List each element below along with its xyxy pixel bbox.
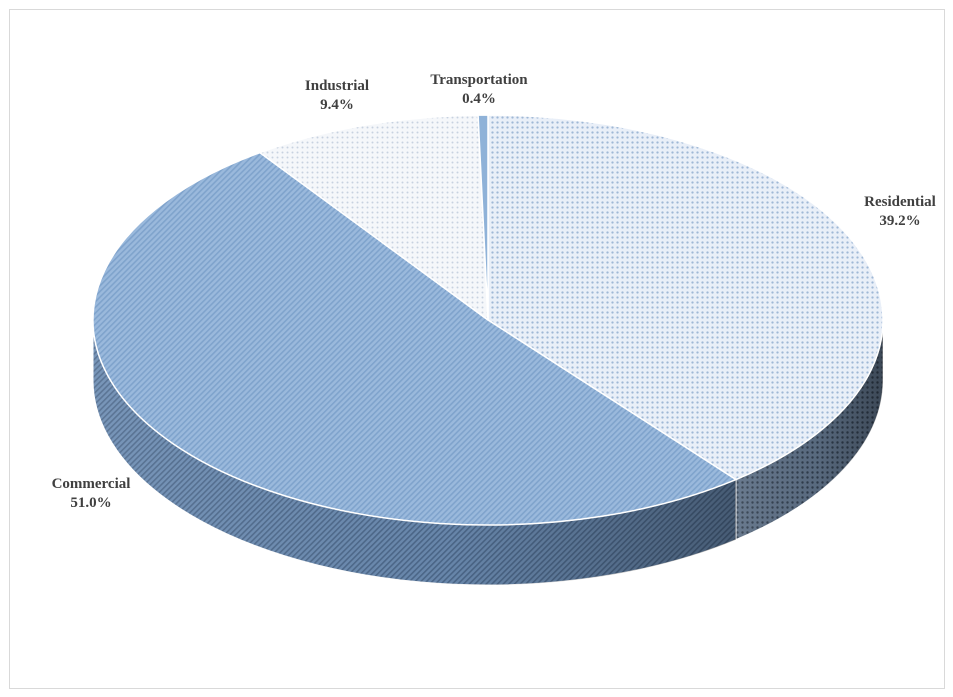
data-label-transportation-value: 0.4% — [462, 91, 496, 107]
data-label-commercial-value: 51.0% — [70, 495, 111, 511]
pie-side-shade-commercial — [93, 320, 736, 585]
pie-slice-commercial — [92, 151, 738, 526]
pie-top-faces — [92, 114, 884, 526]
data-label-industrial-value: 9.4% — [320, 97, 354, 113]
data-label-residential-name: Residential — [864, 194, 936, 210]
pie-slice-transportation — [477, 114, 489, 321]
pie-slice-industrial — [258, 114, 489, 322]
data-label-commercial-name: Commercial — [52, 476, 131, 492]
pie-side-shade-residential — [735, 320, 883, 540]
data-labels: Residential 39.2% Commercial 51.0% Industria… — [52, 72, 936, 511]
data-label-residential-value: 39.2% — [879, 213, 920, 229]
data-label-industrial-name: Industrial — [305, 78, 369, 94]
pie-slice-residential — [487, 114, 884, 481]
data-label-transportation-name: Transportation — [430, 72, 528, 88]
